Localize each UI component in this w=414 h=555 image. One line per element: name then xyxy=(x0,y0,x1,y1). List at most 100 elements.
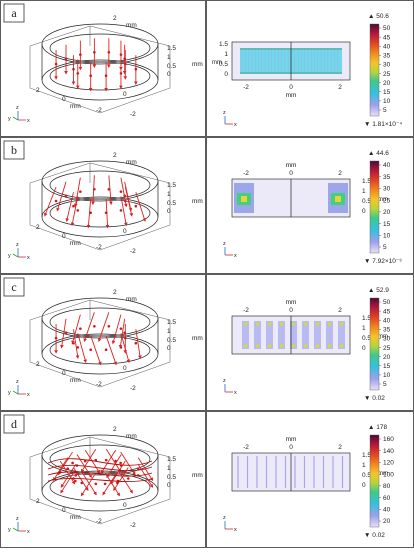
colorbar-max-label: ▲ 44.6 xyxy=(368,150,389,157)
axis-triad-x: x xyxy=(27,255,30,261)
left-panel-frame xyxy=(0,0,206,137)
y-tick-label: 0.5 xyxy=(362,198,371,205)
axis-triad-y: y xyxy=(8,390,11,396)
axis-triad-x: x xyxy=(234,122,237,128)
colorbar-max-label: ▲ 178 xyxy=(368,424,387,431)
x-tick-label: -2 xyxy=(243,84,249,91)
x-tick-label: 0 xyxy=(289,170,293,177)
axis-triad: zy x xyxy=(8,105,30,124)
tick-label: -2 xyxy=(96,244,102,251)
colorbar-tick-label: 10 xyxy=(383,98,391,105)
z-tick-label: 0 xyxy=(167,345,171,352)
y-unit-label: mm xyxy=(212,60,222,66)
colorbar-min-label: ▼ 1.81×10⁻⁴ xyxy=(364,121,402,128)
colorbar-tick-label: 40 xyxy=(383,162,391,169)
tick-label: -2 xyxy=(96,107,102,114)
colorbar-gradient xyxy=(369,23,380,117)
y-tick-label: 0 xyxy=(224,71,228,78)
tick-label: -2 xyxy=(130,111,136,118)
z-tick-label: 0.5 xyxy=(167,474,176,481)
colorbar-min-label: ▼ 0.02 xyxy=(364,532,385,539)
tick-label: 0 xyxy=(123,228,127,235)
x-tick-label: -2 xyxy=(243,170,249,177)
x-unit-label: mm xyxy=(286,162,297,169)
cylinder-model xyxy=(41,160,159,238)
tick-label: -2 xyxy=(96,518,102,525)
panel-label: b xyxy=(11,143,17,157)
colorbar-min-label: ▼ 0.02 xyxy=(364,395,385,402)
axis-triad-y: y xyxy=(8,253,11,259)
unit-label: mm xyxy=(126,433,137,440)
tick-label: 2 xyxy=(113,289,117,296)
y-tick-label: 1 xyxy=(224,51,228,58)
colorbar-tick-label: 20 xyxy=(383,80,391,87)
z-tick-label: 0 xyxy=(167,482,171,489)
axis-triad: zy x xyxy=(8,379,30,398)
unit-label: mm xyxy=(70,240,81,247)
colorbar-tick-label: 40 xyxy=(383,43,391,50)
colorbar-min-label: ▼ 7.92×10⁻³ xyxy=(364,258,402,265)
colorbar-tick-label: 25 xyxy=(383,345,391,352)
tick-label: 2 xyxy=(113,426,117,433)
colorbar-tick-label: 25 xyxy=(383,71,391,78)
y-tick-label: 1.5 xyxy=(362,178,371,185)
colorbar-tick-label: 15 xyxy=(383,89,391,96)
unit-label: mm xyxy=(126,296,137,303)
axis-triad-y: y xyxy=(8,116,11,122)
y-tick-label: 1.5 xyxy=(362,315,371,322)
cross-section-plot xyxy=(231,452,351,492)
colorbar-max-label: ▲ 50.6 xyxy=(368,13,389,20)
tick-label: 0 xyxy=(62,370,66,377)
y-tick-label: 0 xyxy=(362,208,366,215)
cross-section-plot xyxy=(231,41,351,81)
z-tick-label: 0 xyxy=(167,71,171,78)
tick-label: 2 xyxy=(36,361,40,368)
z-tick-label: 1 xyxy=(167,191,171,198)
axis-triad-z: z xyxy=(16,516,19,522)
3d-bounding-box xyxy=(29,162,171,251)
colorbar-tick-label: 10 xyxy=(383,372,391,379)
z-tick-label: 0 xyxy=(167,208,171,215)
x-tick-label: 0 xyxy=(289,444,293,451)
axis-triad: zy x xyxy=(8,516,30,535)
tick-label: -2 xyxy=(130,248,136,255)
z-tick-label: 1.5 xyxy=(167,45,176,52)
tick-label: -2 xyxy=(96,381,102,388)
axis-triad-z: z xyxy=(223,378,226,384)
tick-label: 2 xyxy=(113,15,117,22)
y-unit-label: mm xyxy=(378,471,388,477)
tick-label: 2 xyxy=(113,152,117,159)
cylinder-model xyxy=(41,434,159,512)
y-tick-label: 1 xyxy=(362,462,366,469)
tick-label: -2 xyxy=(130,385,136,392)
x-tick-label: 2 xyxy=(338,444,342,451)
colorbar-tick-label: 30 xyxy=(383,336,391,343)
tick-label: 2 xyxy=(36,224,40,231)
z-tick-label: 1 xyxy=(167,328,171,335)
field-arrows xyxy=(44,175,146,229)
x-unit-label: mm xyxy=(286,436,297,443)
axis-triad-z: z xyxy=(16,379,19,385)
unit-label: mm xyxy=(70,103,81,110)
tick-label: 0 xyxy=(123,91,127,98)
panel-label: a xyxy=(11,6,17,20)
panel-label-box xyxy=(3,140,25,160)
left-panel-frame xyxy=(0,274,206,411)
axis-triad-z: z xyxy=(223,515,226,521)
y-tick-label: 0.5 xyxy=(362,335,371,342)
tick-label: 0 xyxy=(123,502,127,509)
panel-label-box xyxy=(3,414,25,434)
colorbar-tick-label: 20 xyxy=(383,354,391,361)
cross-section-plot xyxy=(231,315,351,355)
tick-label: 0 xyxy=(62,507,66,514)
colorbar-gradient xyxy=(369,297,380,391)
colorbar-tick-label: 5 xyxy=(383,244,387,251)
y-tick-label: 1 xyxy=(362,325,366,332)
left-panel-frame xyxy=(0,411,206,548)
colorbar-tick-label: 45 xyxy=(383,34,391,41)
x-tick-label: -2 xyxy=(243,307,249,314)
x-tick-label: 2 xyxy=(338,170,342,177)
